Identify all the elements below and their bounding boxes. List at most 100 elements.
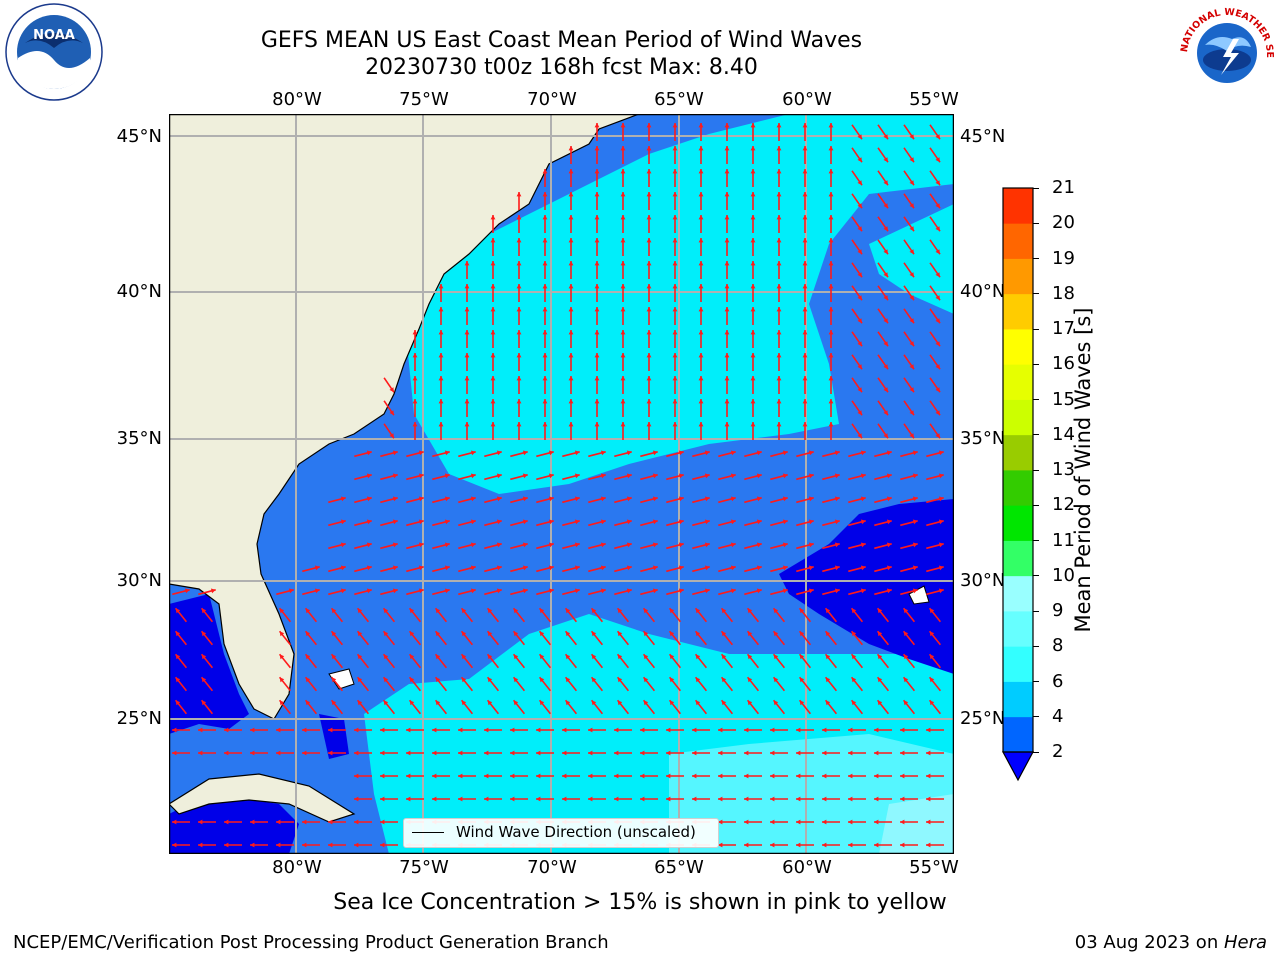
wave-direction-arrowhead bbox=[698, 169, 704, 174]
wave-direction-arrowhead bbox=[490, 422, 496, 427]
wave-direction-arrowhead bbox=[646, 330, 652, 335]
wave-direction-arrowhead bbox=[828, 215, 834, 220]
colorbar-segment bbox=[1003, 293, 1033, 330]
wave-direction-arrowhead bbox=[588, 750, 593, 756]
wave-direction-arrowhead bbox=[672, 284, 678, 289]
wave-direction-arrowhead bbox=[646, 146, 652, 151]
wave-direction-arrowhead bbox=[305, 608, 311, 614]
wave-direction-arrowhead bbox=[522, 496, 528, 502]
wave-direction-arrowhead bbox=[276, 750, 281, 756]
wave-direction-arrowhead bbox=[912, 542, 918, 548]
wave-direction-arrowhead bbox=[600, 565, 606, 571]
wave-direction-arrowhead bbox=[724, 284, 730, 289]
wave-direction-arrowhead bbox=[487, 677, 493, 683]
legend-line-swatch bbox=[412, 832, 444, 833]
wave-direction-arrowhead bbox=[808, 588, 814, 594]
wave-direction-arrowhead bbox=[747, 631, 753, 637]
wave-direction-arrowhead bbox=[883, 387, 888, 393]
wave-direction-arrowhead bbox=[704, 473, 710, 479]
wave-period-region bbox=[319, 714, 349, 759]
wave-direction-arrowhead bbox=[594, 422, 600, 427]
wave-direction-arrowhead bbox=[828, 169, 834, 174]
wave-direction-arrowhead bbox=[750, 422, 756, 427]
wave-direction-arrowhead bbox=[776, 146, 782, 151]
wave-direction-arrowhead bbox=[328, 727, 333, 733]
wave-direction-arrowhead bbox=[874, 727, 879, 733]
wave-direction-arrowhead bbox=[305, 700, 311, 706]
wave-direction-arrowhead bbox=[490, 238, 496, 243]
wave-direction-arrowhead bbox=[542, 307, 548, 312]
wave-direction-arrowhead bbox=[568, 353, 574, 358]
wave-direction-arrowhead bbox=[614, 750, 619, 756]
wave-direction-arrowhead bbox=[620, 330, 626, 335]
wave-direction-arrowhead bbox=[646, 215, 652, 220]
wave-direction-arrowhead bbox=[380, 727, 385, 733]
wave-direction-arrowhead bbox=[877, 677, 883, 683]
wave-direction-arrowhead bbox=[776, 376, 782, 381]
wave-direction-arrowhead bbox=[418, 450, 424, 456]
wave-direction-arrowhead bbox=[802, 192, 808, 197]
wave-direction-arrowhead bbox=[574, 519, 580, 525]
wave-direction-arrowhead bbox=[444, 496, 450, 502]
wave-direction-arrowhead bbox=[591, 608, 597, 614]
lon-label-top: 60°W bbox=[782, 89, 832, 110]
footer-left: NCEP/EMC/Verification Post Processing Pr… bbox=[13, 932, 609, 953]
wave-direction-arrowhead bbox=[380, 750, 385, 756]
wave-direction-arrowhead bbox=[704, 542, 710, 548]
colorbar-label: Mean Period of Wind Waves [s] bbox=[1071, 307, 1095, 633]
wave-direction-arrowhead bbox=[857, 364, 862, 370]
wave-direction-arrowhead bbox=[886, 542, 892, 548]
wave-direction-arrowhead bbox=[782, 519, 788, 525]
colorbar-extend-arrow bbox=[1001, 751, 1035, 782]
wave-direction-arrowhead bbox=[938, 450, 944, 456]
wave-direction-arrowhead bbox=[357, 631, 363, 637]
wave-direction-arrowhead bbox=[860, 588, 866, 594]
wave-direction-arrowhead bbox=[883, 203, 888, 209]
bermuda-island bbox=[908, 585, 930, 605]
wave-direction-arrowhead bbox=[626, 588, 632, 594]
wave-direction-arrowhead bbox=[392, 496, 398, 502]
wave-direction-arrowhead bbox=[383, 677, 389, 683]
wave-direction-arrowhead bbox=[822, 773, 827, 779]
wave-direction-arrowhead bbox=[464, 261, 470, 266]
wave-direction-arrowhead bbox=[747, 608, 753, 614]
lon-label-bottom: 80°W bbox=[272, 857, 322, 878]
wave-direction-arrowhead bbox=[926, 819, 931, 825]
wave-direction-arrowhead bbox=[825, 677, 831, 683]
wave-direction-arrowhead bbox=[542, 238, 548, 243]
wave-direction-arrowhead bbox=[380, 819, 385, 825]
wave-direction-arrowhead bbox=[542, 353, 548, 358]
wave-direction-arrowhead bbox=[172, 750, 177, 756]
wave-direction-arrowhead bbox=[744, 842, 749, 848]
wave-direction-arrowhead bbox=[669, 700, 675, 706]
wave-direction-arrowhead bbox=[672, 330, 678, 335]
wave-direction-arrowhead bbox=[487, 654, 493, 660]
chart-title: GEFS MEAN US East Coast Mean Period of W… bbox=[260, 28, 863, 53]
wave-direction-arrowhead bbox=[490, 399, 496, 404]
wave-direction-arrowhead bbox=[750, 376, 756, 381]
wave-direction-arrowhead bbox=[672, 169, 678, 174]
wave-direction-arrowhead bbox=[568, 192, 574, 197]
wave-direction-arrowhead bbox=[646, 192, 652, 197]
wave-direction-arrowhead bbox=[672, 422, 678, 427]
wave-direction-arrowhead bbox=[926, 750, 931, 756]
wave-direction-arrowhead bbox=[822, 750, 827, 756]
wave-direction-arrowhead bbox=[496, 473, 502, 479]
wave-direction-arrowhead bbox=[464, 284, 470, 289]
wave-period-region bbox=[879, 794, 954, 854]
wave-direction-arrowhead bbox=[718, 796, 723, 802]
wave-direction-arrowhead bbox=[724, 330, 730, 335]
wave-direction-arrowhead bbox=[935, 249, 940, 255]
wave-direction-arrowhead bbox=[776, 123, 782, 128]
wave-direction-arrowhead bbox=[438, 307, 444, 312]
wave-direction-arrowhead bbox=[340, 588, 346, 594]
wave-direction-arrowhead bbox=[698, 307, 704, 312]
wave-direction-arrowhead bbox=[640, 750, 645, 756]
wave-direction-arrowhead bbox=[542, 422, 548, 427]
lon-label-top: 70°W bbox=[527, 89, 577, 110]
wave-direction-arrowhead bbox=[851, 631, 857, 637]
wave-direction-arrowhead bbox=[331, 608, 337, 614]
wave-direction-arrowhead bbox=[912, 496, 918, 502]
wave-direction-arrowhead bbox=[620, 146, 626, 151]
wave-direction-arrowhead bbox=[909, 295, 914, 301]
